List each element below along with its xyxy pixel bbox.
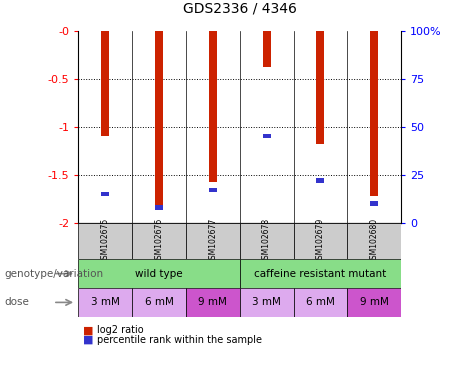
Text: caffeine resistant mutant: caffeine resistant mutant (254, 268, 386, 279)
Text: GSM102678: GSM102678 (262, 218, 271, 264)
Text: wild type: wild type (135, 268, 183, 279)
Bar (186, 288, 240, 317)
Bar (132, 223, 186, 259)
Bar (316, 31, 325, 144)
Bar (78, 223, 132, 259)
Bar (132, 288, 186, 317)
Bar (240, 288, 294, 317)
Bar (155, 205, 163, 210)
Bar (370, 201, 378, 206)
Text: 6 mM: 6 mM (306, 297, 335, 308)
Bar (101, 192, 109, 196)
Text: genotype/variation: genotype/variation (5, 268, 104, 279)
Bar (294, 223, 347, 259)
Text: 3 mM: 3 mM (91, 297, 120, 308)
Bar (240, 259, 401, 288)
Bar (155, 31, 163, 207)
Bar (78, 288, 132, 317)
Text: GDS2336 / 4346: GDS2336 / 4346 (183, 2, 297, 15)
Text: 3 mM: 3 mM (252, 297, 281, 308)
Bar (263, 31, 271, 67)
Bar (294, 288, 347, 317)
Text: 9 mM: 9 mM (360, 297, 389, 308)
Text: percentile rank within the sample: percentile rank within the sample (97, 335, 262, 345)
Text: GSM102679: GSM102679 (316, 218, 325, 264)
Text: GSM102680: GSM102680 (370, 218, 378, 264)
Bar (370, 31, 378, 196)
Text: 6 mM: 6 mM (145, 297, 173, 308)
Bar (347, 223, 401, 259)
Bar (209, 31, 217, 182)
Text: GSM102676: GSM102676 (154, 218, 164, 264)
Text: log2 ratio: log2 ratio (97, 325, 143, 335)
Text: GSM102675: GSM102675 (101, 218, 110, 264)
Bar (347, 288, 401, 317)
Text: GSM102677: GSM102677 (208, 218, 217, 264)
Bar (78, 259, 240, 288)
Bar (101, 31, 109, 136)
Bar (316, 178, 325, 183)
Bar (263, 134, 271, 139)
Text: dose: dose (5, 297, 30, 308)
Text: ■: ■ (83, 335, 94, 345)
Bar (186, 223, 240, 259)
Bar (240, 223, 294, 259)
Text: ■: ■ (83, 325, 94, 335)
Bar (209, 188, 217, 192)
Text: 9 mM: 9 mM (198, 297, 227, 308)
